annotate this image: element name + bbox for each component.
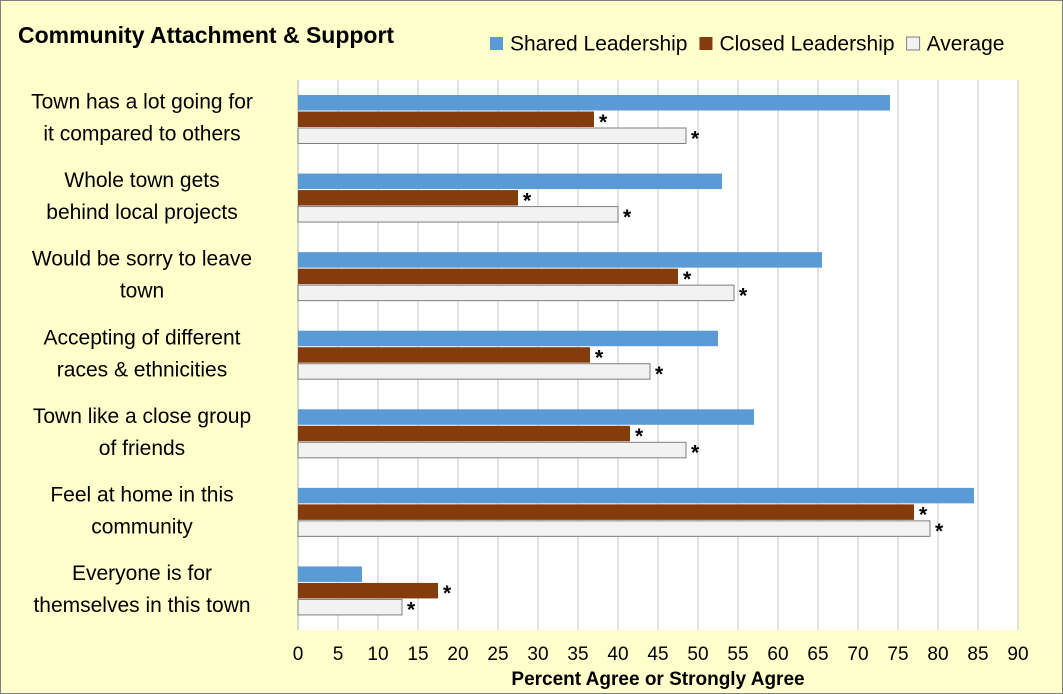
y-tick-label: themselves in this town	[33, 594, 250, 617]
y-tick-label: town	[120, 280, 164, 303]
bar	[297, 598, 403, 616]
annotation: *	[623, 206, 632, 229]
bar	[298, 268, 678, 285]
bar	[298, 487, 974, 504]
y-tick-label: Town like a close group	[33, 405, 251, 428]
annotation: *	[443, 582, 452, 605]
y-tick-label: Accepting of different	[44, 326, 241, 349]
legend-label: Closed Leadership	[719, 33, 894, 56]
x-tick-label: 90	[1007, 644, 1028, 665]
x-tick-label: 20	[447, 644, 468, 665]
annotation: *	[599, 111, 608, 134]
x-tick-label: 10	[367, 644, 388, 665]
x-axis-label: Percent Agree or Strongly Agree	[511, 669, 804, 690]
annotation: *	[935, 520, 944, 543]
bar	[298, 504, 914, 520]
y-tick-label: of friends	[99, 437, 185, 460]
annotation: *	[595, 347, 604, 370]
x-tick-label: 80	[927, 644, 948, 665]
bar	[297, 206, 619, 223]
bar	[298, 95, 890, 111]
y-tick-label: Would be sorry to leave	[32, 248, 252, 271]
annotation: *	[407, 599, 416, 622]
y-tick-label: Whole town gets	[64, 169, 219, 192]
bar	[298, 252, 822, 268]
legend-swatch	[906, 36, 921, 51]
x-tick-label: 70	[847, 644, 868, 665]
y-tick-label: behind local projects	[46, 201, 237, 224]
y-tick-label: Everyone is for	[72, 562, 212, 585]
annotation: *	[919, 504, 928, 527]
legend-label: Average	[927, 33, 1005, 56]
bar	[297, 520, 931, 537]
bar	[297, 284, 735, 302]
annotation: *	[691, 127, 700, 150]
annotation: *	[635, 425, 644, 448]
x-tick-label: 40	[607, 644, 628, 665]
bar	[298, 582, 438, 599]
bar	[298, 566, 362, 582]
x-tick-label: 35	[567, 644, 588, 665]
annotation: *	[691, 442, 700, 465]
y-tick-label: Town has a lot going for	[31, 91, 253, 114]
bar	[298, 190, 518, 206]
bar	[298, 173, 722, 190]
x-tick-label: 5	[333, 644, 344, 665]
annotation: *	[655, 363, 664, 386]
bar	[298, 425, 630, 442]
annotation: *	[683, 268, 692, 291]
bar	[298, 111, 594, 127]
bar	[298, 409, 754, 425]
x-tick-label: 65	[807, 644, 828, 665]
x-tick-label: 60	[767, 644, 788, 665]
bar	[298, 330, 718, 347]
legend-swatch	[699, 37, 713, 50]
legend-label: Shared Leadership	[510, 33, 687, 56]
y-tick-label: Feel at home in this	[50, 483, 233, 506]
x-tick-label: 15	[407, 644, 428, 665]
bar	[297, 127, 687, 144]
x-tick-label: 0	[293, 644, 304, 665]
bar	[297, 441, 687, 459]
bar	[298, 347, 590, 363]
x-tick-label: 55	[727, 644, 748, 665]
x-tick-label: 75	[887, 644, 908, 665]
bar	[297, 363, 651, 380]
annotation: *	[523, 189, 532, 212]
x-tick-label: 85	[967, 644, 988, 665]
y-tick-label: races & ethnicities	[57, 358, 227, 381]
x-tick-label: 30	[527, 644, 548, 665]
x-tick-label: 45	[647, 644, 668, 665]
y-tick-label: it compared to others	[43, 123, 240, 146]
annotation: *	[739, 284, 748, 307]
legend-swatch	[490, 37, 503, 50]
x-tick-label: 50	[687, 644, 708, 665]
x-tick-label: 25	[487, 644, 508, 665]
chart-title: Community Attachment & Support	[18, 22, 394, 48]
y-tick-label: community	[91, 515, 193, 538]
